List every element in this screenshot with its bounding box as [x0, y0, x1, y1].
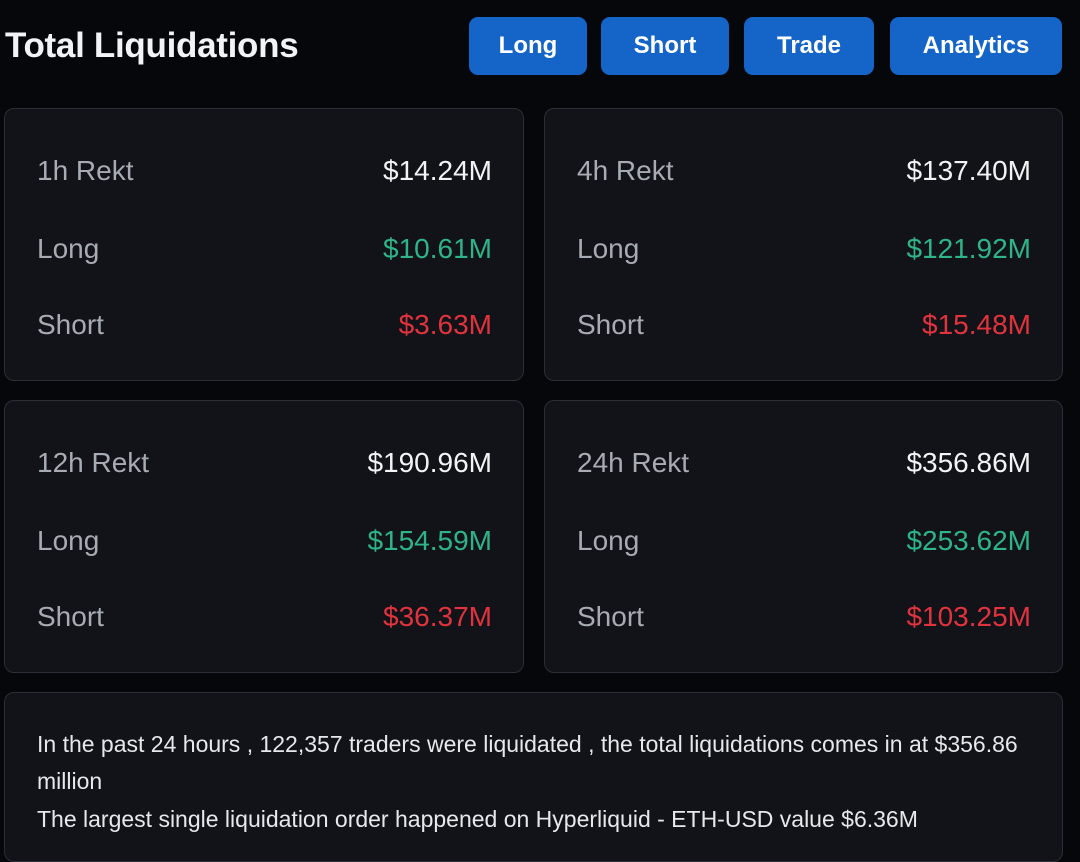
long-value: $154.59M [367, 525, 492, 556]
card-24h-rekt: 24h Rekt $356.86M Long $253.62M Short $1… [544, 400, 1063, 673]
short-label: Short [577, 309, 644, 340]
page-title: Total Liquidations [5, 26, 299, 65]
rekt-period-label: 1h Rekt [37, 155, 134, 186]
summary-total-text: In the past 24 hours , 122,357 traders w… [37, 731, 1018, 794]
summary-largest-order-text: The largest single liquidation order hap… [37, 806, 918, 832]
analytics-button[interactable]: Analytics [890, 17, 1062, 75]
short-value: $36.37M [383, 601, 492, 632]
short-label: Short [37, 601, 104, 632]
short-value: $15.48M [922, 309, 1031, 340]
trade-button[interactable]: Trade [744, 17, 874, 75]
short-value: $3.63M [398, 309, 492, 340]
rekt-total-row: 4h Rekt $137.40M [577, 151, 1031, 191]
short-label: Short [37, 309, 104, 340]
long-value: $10.61M [383, 233, 492, 264]
rekt-total-row: 24h Rekt $356.86M [577, 443, 1031, 483]
long-label: Long [577, 525, 640, 556]
liquidation-summary: In the past 24 hours , 122,357 traders w… [4, 692, 1063, 862]
rekt-total-value: $190.96M [367, 447, 492, 478]
rekt-period-label: 24h Rekt [577, 447, 690, 478]
long-label: Long [37, 233, 100, 264]
card-1h-rekt: 1h Rekt $14.24M Long $10.61M Short $3.63… [4, 108, 524, 381]
rekt-long-row: Long $10.61M [37, 229, 492, 269]
short-button[interactable]: Short [601, 17, 729, 75]
rekt-short-row: Short $36.37M [37, 597, 492, 637]
rekt-long-row: Long $154.59M [37, 521, 492, 561]
rekt-period-label: 12h Rekt [37, 447, 150, 478]
card-12h-rekt: 12h Rekt $190.96M Long $154.59M Short $3… [4, 400, 524, 673]
rekt-period-label: 4h Rekt [577, 155, 674, 186]
card-4h-rekt: 4h Rekt $137.40M Long $121.92M Short $15… [544, 108, 1063, 381]
long-value: $121.92M [906, 233, 1031, 264]
rekt-total-value: $356.86M [906, 447, 1031, 478]
long-label: Long [577, 233, 640, 264]
short-value: $103.25M [906, 601, 1031, 632]
rekt-long-row: Long $253.62M [577, 521, 1031, 561]
rekt-short-row: Short $15.48M [577, 305, 1031, 345]
long-value: $253.62M [906, 525, 1031, 556]
rekt-total-row: 1h Rekt $14.24M [37, 151, 492, 191]
long-button[interactable]: Long [469, 17, 587, 75]
rekt-total-value: $137.40M [906, 155, 1031, 186]
long-label: Long [37, 525, 100, 556]
rekt-short-row: Short $103.25M [577, 597, 1031, 637]
rekt-short-row: Short $3.63M [37, 305, 492, 345]
header: Total Liquidations Long Short Trade Anal… [0, 14, 1080, 78]
rekt-total-row: 12h Rekt $190.96M [37, 443, 492, 483]
short-label: Short [577, 601, 644, 632]
rekt-total-value: $14.24M [383, 155, 492, 186]
rekt-long-row: Long $121.92M [577, 229, 1031, 269]
